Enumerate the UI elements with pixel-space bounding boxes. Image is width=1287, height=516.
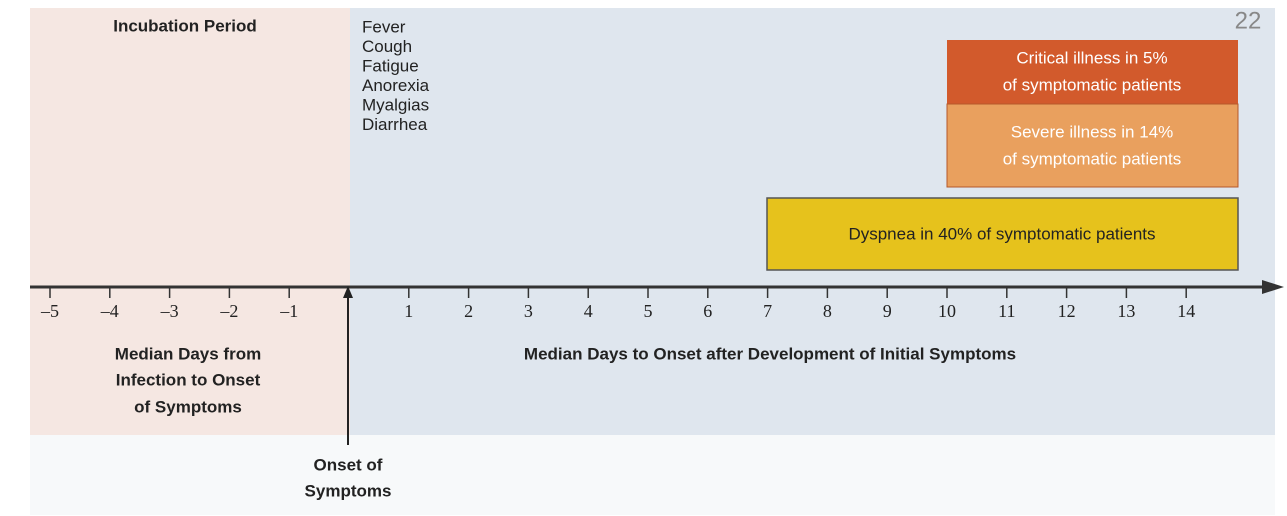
tick-label: 12 (1058, 301, 1076, 321)
tick-label: –4 (100, 301, 119, 321)
tick-label: –3 (160, 301, 179, 321)
box-text: of symptomatic patients (1003, 75, 1182, 94)
tick-label: 8 (823, 301, 832, 321)
box-text: Severe illness in 14% (1011, 122, 1174, 141)
tick-label: 14 (1177, 301, 1195, 321)
tick-label: 1 (404, 301, 413, 321)
tick-label: 2 (464, 301, 473, 321)
incubation-title: Incubation Period (113, 16, 257, 35)
box-text: Dyspnea in 40% of symptomatic patients (848, 224, 1155, 243)
axis-caption: Median Days to Onset after Development o… (524, 344, 1016, 363)
onset-arrow (343, 286, 353, 298)
box-text: of symptomatic patients (1003, 149, 1182, 168)
incubation-panel (30, 8, 350, 435)
tick-label: 10 (938, 301, 956, 321)
tick-label: 13 (1117, 301, 1135, 321)
symptom: Cough (362, 37, 412, 56)
symptom: Fatigue (362, 56, 419, 75)
tick-label: –2 (219, 301, 238, 321)
symptom: Anorexia (362, 76, 430, 95)
onset-label: Onset of (314, 455, 383, 474)
incubation-caption: Median Days from (115, 344, 261, 363)
tick-label: 6 (703, 301, 712, 321)
incubation-caption: of Symptoms (134, 397, 242, 416)
box-text: Critical illness in 5% (1016, 48, 1167, 67)
page-number: 22 (1235, 7, 1262, 34)
symptom: Fever (362, 17, 406, 36)
symptom: Myalgias (362, 95, 429, 114)
tick-label: 7 (763, 301, 772, 321)
onset-label: Symptoms (305, 481, 392, 500)
tick-label: 9 (883, 301, 892, 321)
symptom: Diarrhea (362, 115, 428, 134)
dyspnea-box (766, 197, 1239, 271)
tick-label: 3 (524, 301, 533, 321)
tick-label: –5 (40, 301, 59, 321)
tick-label: –1 (279, 301, 298, 321)
incubation-caption: Infection to Onset (116, 370, 261, 389)
axis-arrow (1262, 280, 1284, 294)
critical-box (947, 40, 1238, 104)
tick-label: 11 (998, 301, 1015, 321)
tick-label: 4 (584, 301, 593, 321)
tick-label: 5 (644, 301, 653, 321)
severe-box (946, 103, 1239, 188)
